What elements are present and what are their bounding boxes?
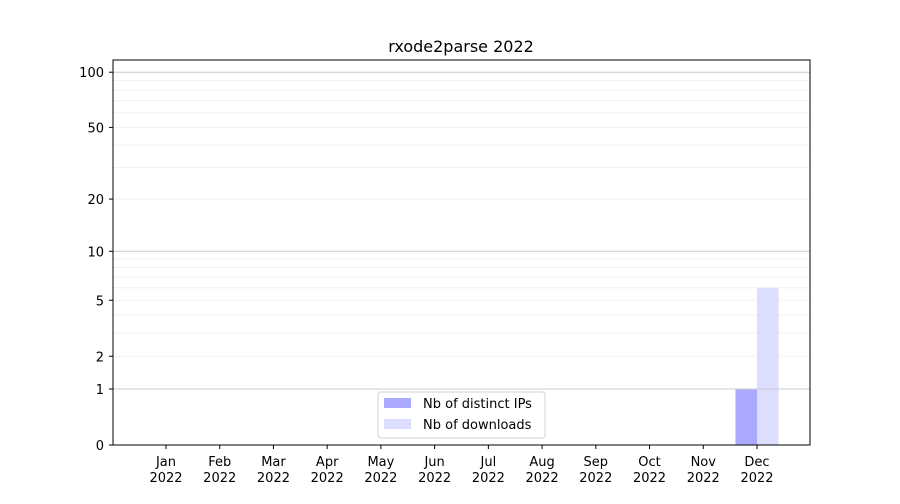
bar-downloads — [757, 287, 779, 445]
legend-label: Nb of downloads — [423, 418, 532, 433]
x-tick-label: May 2022 — [364, 455, 397, 486]
x-tick-label: Feb 2022 — [203, 455, 236, 486]
y-tick-label: 100 — [79, 66, 104, 81]
x-tick-label: Jul 2022 — [472, 455, 505, 486]
x-tick-label: Sep 2022 — [579, 455, 612, 486]
y-tick-label: 2 — [96, 350, 104, 365]
chart-title: rxode2parse 2022 — [388, 37, 534, 56]
x-tick-label: Jan 2022 — [149, 455, 182, 486]
x-tick-label: Jun 2022 — [418, 455, 451, 486]
y-tick-label: 20 — [87, 193, 104, 208]
y-tick-label: 10 — [87, 245, 104, 260]
x-tick-label: Dec 2022 — [740, 455, 773, 486]
x-tick-label: Nov 2022 — [687, 455, 720, 486]
x-tick-label: Oct 2022 — [633, 455, 666, 486]
y-tick-label: 5 — [96, 294, 104, 309]
x-tick-label: Aug 2022 — [526, 455, 559, 486]
x-tick-label: Apr 2022 — [311, 455, 344, 486]
legend: Nb of distinct IPs Nb of downloads — [377, 391, 546, 439]
legend-label: Nb of distinct IPs — [423, 397, 532, 412]
y-tick-label: 0 — [96, 439, 104, 454]
plot-frame — [112, 59, 811, 446]
y-tick-label: 1 — [96, 383, 104, 398]
y-tick-label: 50 — [87, 121, 104, 136]
legend-box — [377, 391, 546, 439]
legend-swatch — [384, 398, 411, 408]
bar-distinct-ips — [735, 389, 757, 445]
legend-swatch — [384, 419, 411, 429]
x-tick-label: Mar 2022 — [257, 455, 290, 486]
